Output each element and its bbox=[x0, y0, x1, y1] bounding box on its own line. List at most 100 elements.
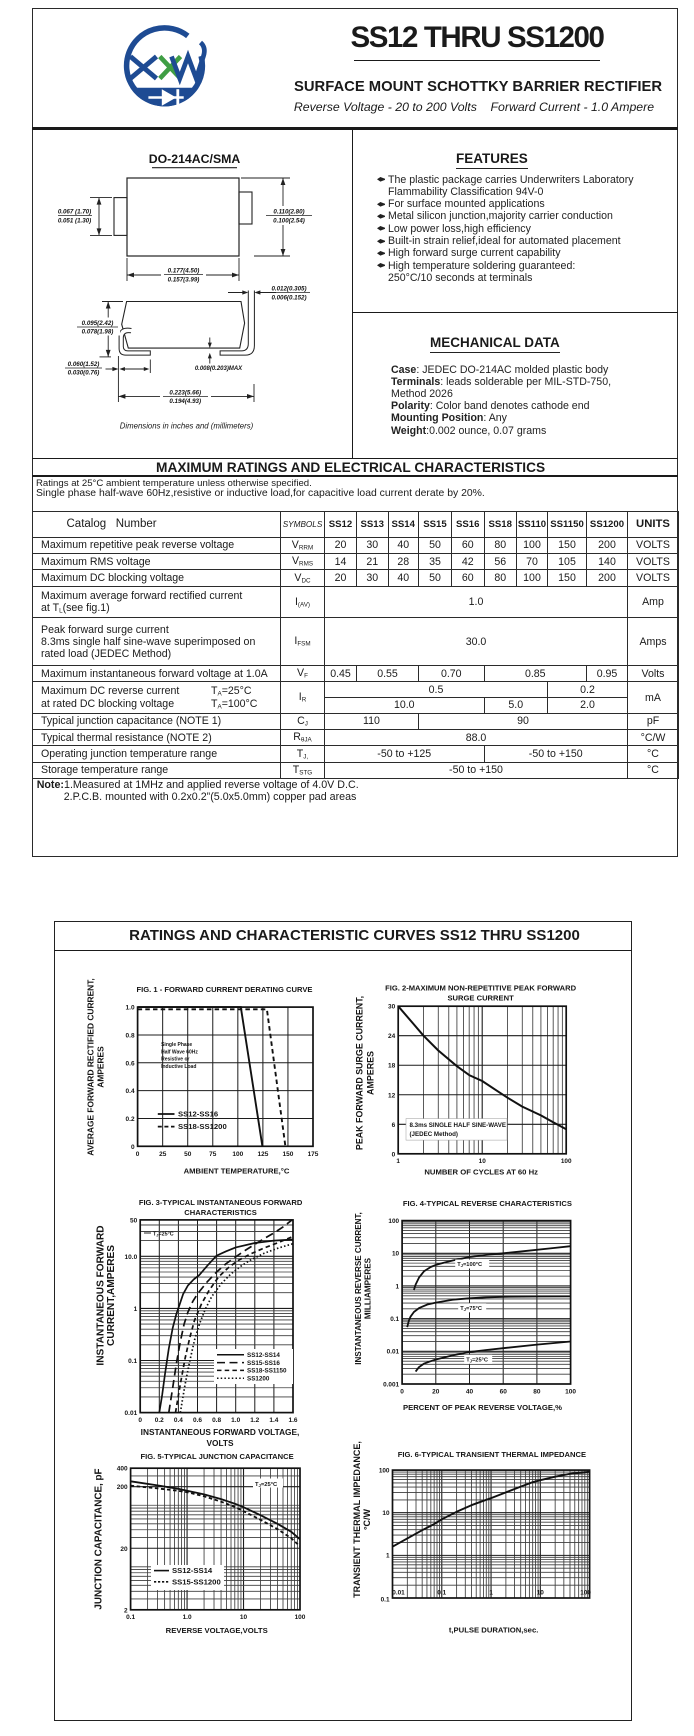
svg-text:125: 125 bbox=[257, 1151, 268, 1158]
svg-text:AMBIENT TEMPERATURE,°C: AMBIENT TEMPERATURE,°C bbox=[184, 1167, 290, 1176]
svg-text:TJ=25°C: TJ=25°C bbox=[255, 1482, 278, 1488]
svg-text:100: 100 bbox=[232, 1151, 243, 1158]
svg-text:FIG. 1 - FORWARD CURRENT DERAT: FIG. 1 - FORWARD CURRENT DERATING CURVE bbox=[137, 985, 313, 994]
svg-text:0.8: 0.8 bbox=[212, 1417, 221, 1424]
svg-text:50: 50 bbox=[130, 1217, 138, 1224]
svg-text:1: 1 bbox=[386, 1553, 390, 1560]
svg-text:100: 100 bbox=[379, 1467, 390, 1474]
svg-text:VOLTS: VOLTS bbox=[206, 1438, 234, 1448]
svg-text:1: 1 bbox=[396, 1158, 400, 1165]
svg-text:0.001: 0.001 bbox=[383, 1381, 399, 1388]
svg-text:0.01: 0.01 bbox=[392, 1590, 405, 1597]
svg-text:8.3ms SINGLE HALF SINE-WAVE: 8.3ms SINGLE HALF SINE-WAVE bbox=[410, 1122, 507, 1129]
svg-text:25: 25 bbox=[159, 1151, 167, 1158]
svg-text:0.095(2.42): 0.095(2.42) bbox=[82, 320, 114, 327]
svg-text:60: 60 bbox=[500, 1389, 508, 1396]
svg-text:0: 0 bbox=[138, 1417, 142, 1424]
svg-text:0.008(0.203)MAX: 0.008(0.203)MAX bbox=[195, 366, 243, 372]
svg-text:0: 0 bbox=[131, 1144, 135, 1151]
svg-text:20: 20 bbox=[120, 1546, 128, 1553]
svg-text:CURRENT,AMPERES: CURRENT,AMPERES bbox=[106, 1245, 117, 1346]
svg-text:0.100(2.54): 0.100(2.54) bbox=[273, 218, 305, 225]
svg-text:0.4: 0.4 bbox=[126, 1088, 135, 1095]
svg-text:SS18-SS1150: SS18-SS1150 bbox=[247, 1368, 287, 1375]
svg-text:PERCENT OF PEAK REVERSE VOLTAG: PERCENT OF PEAK REVERSE VOLTAGE,% bbox=[403, 1403, 562, 1412]
svg-text:TJ=75°C: TJ=75°C bbox=[460, 1306, 482, 1312]
svg-text:0.067 (1.70): 0.067 (1.70) bbox=[58, 209, 91, 216]
svg-text:MILLIAMPERES: MILLIAMPERES bbox=[364, 1257, 373, 1319]
svg-text:SS1200: SS1200 bbox=[247, 1375, 270, 1382]
svg-text:0.1: 0.1 bbox=[381, 1597, 390, 1604]
svg-text:100: 100 bbox=[580, 1590, 591, 1597]
svg-text:175: 175 bbox=[308, 1151, 319, 1158]
svg-text:0.1: 0.1 bbox=[390, 1316, 399, 1323]
svg-text:200: 200 bbox=[117, 1484, 128, 1491]
svg-text:FIG. 4-TYPICAL REVERSE CHARACT: FIG. 4-TYPICAL REVERSE CHARACTERISTICS bbox=[403, 1199, 572, 1208]
svg-text:10.0: 10.0 bbox=[125, 1254, 138, 1261]
svg-text:Dimensions in inches and (mill: Dimensions in inches and (millimeters) bbox=[120, 422, 254, 431]
svg-text:1.6: 1.6 bbox=[288, 1417, 297, 1424]
svg-text:SS12-SS14: SS12-SS14 bbox=[247, 1352, 280, 1359]
svg-text:REVERSE VOLTAGE,VOLTS: REVERSE VOLTAGE,VOLTS bbox=[166, 1626, 268, 1635]
svg-text:(JEDEC Method): (JEDEC Method) bbox=[410, 1131, 458, 1138]
svg-text:0.1: 0.1 bbox=[437, 1590, 446, 1597]
svg-text:20: 20 bbox=[432, 1389, 440, 1396]
svg-text:°C/W: °C/W bbox=[362, 1508, 372, 1530]
svg-text:2: 2 bbox=[124, 1607, 128, 1614]
svg-text:30: 30 bbox=[388, 1004, 396, 1011]
svg-text:1.0: 1.0 bbox=[183, 1614, 192, 1621]
svg-text:0.060(1.52): 0.060(1.52) bbox=[68, 361, 100, 368]
svg-text:0.01: 0.01 bbox=[387, 1349, 400, 1356]
svg-text:100: 100 bbox=[388, 1218, 399, 1225]
svg-text:0.012(0.305): 0.012(0.305) bbox=[271, 286, 306, 293]
svg-text:SS12-SS16: SS12-SS16 bbox=[178, 1110, 218, 1119]
svg-text:FIG. 5-TYPICAL JUNCTION CAPACI: FIG. 5-TYPICAL JUNCTION CAPACITANCE bbox=[141, 1452, 294, 1461]
svg-text:Resistive or: Resistive or bbox=[161, 1057, 189, 1063]
svg-text:1.0: 1.0 bbox=[126, 1005, 135, 1012]
svg-text:40: 40 bbox=[466, 1389, 474, 1396]
svg-text:TJ=25°C: TJ=25°C bbox=[466, 1357, 488, 1363]
svg-text:SS15-SS1200: SS15-SS1200 bbox=[172, 1577, 221, 1586]
svg-text:1.4: 1.4 bbox=[269, 1417, 278, 1424]
svg-text:0.8: 0.8 bbox=[126, 1032, 135, 1039]
svg-text:AMPERES: AMPERES bbox=[366, 1051, 376, 1095]
svg-text:10: 10 bbox=[240, 1614, 248, 1621]
svg-text:12: 12 bbox=[388, 1092, 396, 1099]
svg-text:0.6: 0.6 bbox=[193, 1417, 202, 1424]
svg-text:0.223(5.66): 0.223(5.66) bbox=[169, 390, 201, 397]
svg-text:50: 50 bbox=[184, 1151, 192, 1158]
svg-text:Inductive Load: Inductive Load bbox=[161, 1064, 196, 1070]
svg-text:1: 1 bbox=[489, 1590, 493, 1597]
svg-text:0: 0 bbox=[392, 1151, 396, 1158]
svg-text:0.2: 0.2 bbox=[155, 1417, 164, 1424]
svg-text:150: 150 bbox=[282, 1151, 293, 1158]
svg-text:0.6: 0.6 bbox=[126, 1060, 135, 1067]
svg-text:PEAK FORWARD SURGE CURRENT,: PEAK FORWARD SURGE CURRENT, bbox=[355, 996, 365, 1150]
svg-text:SS15-SS16: SS15-SS16 bbox=[247, 1360, 280, 1367]
svg-text:Half Wave 60Hz: Half Wave 60Hz bbox=[161, 1049, 198, 1055]
svg-text:FIG. 2-MAXIMUM NON-REPETITIVE: FIG. 2-MAXIMUM NON-REPETITIVE PEAK FORWA… bbox=[385, 984, 576, 993]
svg-text:100: 100 bbox=[295, 1614, 306, 1621]
svg-text:10: 10 bbox=[382, 1510, 390, 1517]
svg-text:24: 24 bbox=[388, 1033, 396, 1040]
svg-text:t,PULSE DURATION,sec.: t,PULSE DURATION,sec. bbox=[449, 1626, 539, 1635]
svg-text:0.1: 0.1 bbox=[126, 1614, 135, 1621]
svg-text:0.051 (1.30): 0.051 (1.30) bbox=[58, 218, 91, 225]
svg-text:TJ=25°C: TJ=25°C bbox=[153, 1232, 174, 1238]
svg-text:0.2: 0.2 bbox=[126, 1116, 135, 1123]
svg-text:18: 18 bbox=[388, 1063, 396, 1070]
svg-text:INSTANTANEOUS REVERSE CURRENT,: INSTANTANEOUS REVERSE CURRENT, bbox=[354, 1212, 363, 1365]
svg-text:1: 1 bbox=[134, 1306, 138, 1313]
svg-text:0.1: 0.1 bbox=[128, 1358, 137, 1365]
svg-text:1.2: 1.2 bbox=[250, 1417, 259, 1424]
svg-text:1: 1 bbox=[396, 1283, 400, 1290]
svg-text:FIG. 3-TYPICAL INSTANTANEOUS F: FIG. 3-TYPICAL INSTANTANEOUS FORWARD bbox=[139, 1198, 303, 1207]
svg-text:AVERAGE FORWARD RECTIFIED CURR: AVERAGE FORWARD RECTIFIED CURRENT, bbox=[86, 978, 96, 1155]
svg-text:CHARACTERISTICS: CHARACTERISTICS bbox=[184, 1208, 257, 1217]
svg-text:10: 10 bbox=[392, 1251, 400, 1258]
svg-text:100: 100 bbox=[565, 1389, 576, 1396]
svg-text:SS18-SS1200: SS18-SS1200 bbox=[178, 1122, 227, 1131]
svg-text:0.030(0.76): 0.030(0.76) bbox=[68, 370, 100, 377]
svg-text:400: 400 bbox=[117, 1466, 128, 1473]
svg-text:1.0: 1.0 bbox=[231, 1417, 240, 1424]
